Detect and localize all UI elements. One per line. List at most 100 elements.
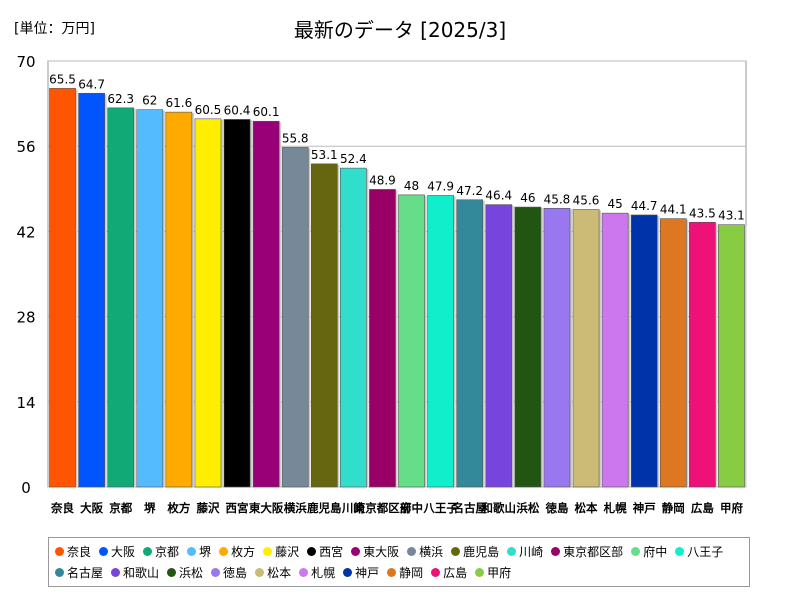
bar: [107, 107, 135, 488]
bar: [310, 163, 338, 488]
x-tick-label: 東京都区部: [354, 501, 412, 515]
data-label: 45.6: [573, 193, 600, 207]
x-tick-label: 藤沢: [196, 501, 219, 515]
x-tick-label: 鹿児島: [307, 501, 342, 515]
legend-entry: 甲府: [475, 562, 511, 583]
x-tick-label: 西宮: [226, 501, 249, 515]
legend-label: 奈良: [67, 545, 92, 559]
legend-label: 松本: [267, 566, 292, 580]
legend-label: 府中: [643, 545, 668, 559]
data-label: 60.5: [195, 103, 222, 117]
x-tick-label: 松本: [575, 501, 598, 515]
data-label: 45.8: [544, 192, 571, 206]
legend-swatch: [551, 547, 561, 556]
data-label: 43.5: [689, 206, 716, 220]
bar: [456, 199, 484, 488]
chart-legend: 奈良 大阪 京都 堺 枚方 藤沢 西宮 東大阪 横浜 鹿児島 川崎 東京都区部 府中 八王子 名古屋 和歌山 浜…: [48, 537, 750, 587]
legend-label: 札幌: [311, 566, 336, 580]
data-label: 48: [404, 179, 419, 193]
legend-swatch: [187, 547, 197, 556]
legend-swatch: [631, 547, 641, 556]
legend-label: 浜松: [179, 566, 204, 580]
legend-entry: 浜松: [167, 562, 203, 583]
bar: [223, 119, 251, 488]
bar: [601, 212, 629, 488]
legend-entry: 東大阪: [351, 541, 399, 562]
legend-label: 和歌山: [123, 566, 160, 580]
legend-entry: 札幌: [299, 562, 335, 583]
x-tick-label: 府中: [400, 501, 423, 515]
x-tick-label: 浜松: [516, 501, 539, 515]
x-tick-label: 甲府: [720, 501, 743, 515]
legend-entry: 枚方: [219, 541, 255, 562]
legend-label: 徳島: [223, 566, 248, 580]
bar: [514, 206, 542, 488]
data-label: 46.4: [485, 189, 512, 203]
unit-label: [単位：万円]: [14, 21, 95, 37]
data-label: 61.6: [166, 96, 193, 110]
legend-label: 東京都区部: [563, 545, 624, 559]
data-label: 60.1: [253, 105, 280, 119]
legend-entry: 奈良: [55, 541, 91, 562]
y-tick-label: 28: [16, 309, 35, 327]
data-label: 44.1: [660, 203, 687, 217]
legend-entry: 和歌山: [111, 562, 159, 583]
legend-swatch: [407, 547, 417, 556]
x-tick-label: 和歌山: [482, 501, 517, 515]
data-label: 65.5: [49, 72, 76, 86]
chart-title: 最新のデータ [2025/3]: [293, 18, 507, 42]
legend-label: 静岡: [399, 566, 424, 580]
x-tick-label: 静岡: [662, 501, 685, 515]
legend-swatch: [507, 547, 517, 556]
legend-swatch: [219, 547, 229, 556]
legend-label: 京都: [155, 545, 180, 559]
x-tick-label: 大阪: [80, 501, 103, 515]
legend-entry: 京都: [143, 541, 179, 562]
legend-swatch: [263, 547, 273, 556]
legend-entry: 名古屋: [55, 562, 103, 583]
legend-entry: 横浜: [407, 541, 443, 562]
y-tick-label: 70: [16, 53, 35, 71]
y-tick-label: 56: [16, 138, 35, 156]
data-label: 62: [142, 94, 157, 108]
bar: [689, 221, 716, 488]
legend-label: 名古屋: [67, 566, 104, 580]
data-label: 47.9: [427, 179, 454, 193]
legend-entry: 静岡: [387, 562, 423, 583]
data-label: 48.9: [369, 173, 396, 187]
legend-swatch: [255, 568, 265, 577]
data-label: 45: [607, 197, 622, 211]
x-tick-label: 枚方: [167, 501, 190, 515]
legend-swatch: [431, 568, 441, 577]
legend-swatch: [343, 568, 353, 577]
legend-entry: 大阪: [99, 541, 135, 562]
legend-label: 横浜: [419, 545, 444, 559]
legend-swatch: [351, 547, 361, 556]
legend-swatch: [475, 568, 485, 577]
x-tick-label: 八王子: [422, 501, 458, 515]
legend-entry: 堺: [187, 541, 211, 562]
legend-label: 八王子: [687, 545, 724, 559]
legend-swatch: [167, 568, 177, 577]
x-tick-label: 札幌: [603, 501, 627, 515]
data-label: 52.4: [340, 152, 367, 166]
data-label: 64.7: [78, 77, 105, 91]
y-tick-label: 0: [21, 479, 31, 497]
x-tick-label: 奈良: [50, 501, 74, 515]
bar: [281, 147, 309, 488]
x-tick-label: 徳島: [544, 501, 568, 515]
bar: [485, 204, 513, 488]
x-tick-label: 堺: [144, 501, 156, 515]
bar: [165, 111, 193, 488]
bar: [718, 224, 745, 488]
legend-swatch: [111, 568, 121, 577]
data-label: 55.8: [282, 131, 309, 145]
legend-entry: 徳島: [211, 562, 247, 583]
legend-swatch: [211, 568, 221, 577]
legend-label: 大阪: [111, 545, 136, 559]
legend-label: 枚方: [231, 545, 256, 559]
data-label: 43.1: [718, 209, 745, 223]
legend-entry: 広島: [431, 562, 467, 583]
data-label: 53.1: [311, 148, 338, 162]
